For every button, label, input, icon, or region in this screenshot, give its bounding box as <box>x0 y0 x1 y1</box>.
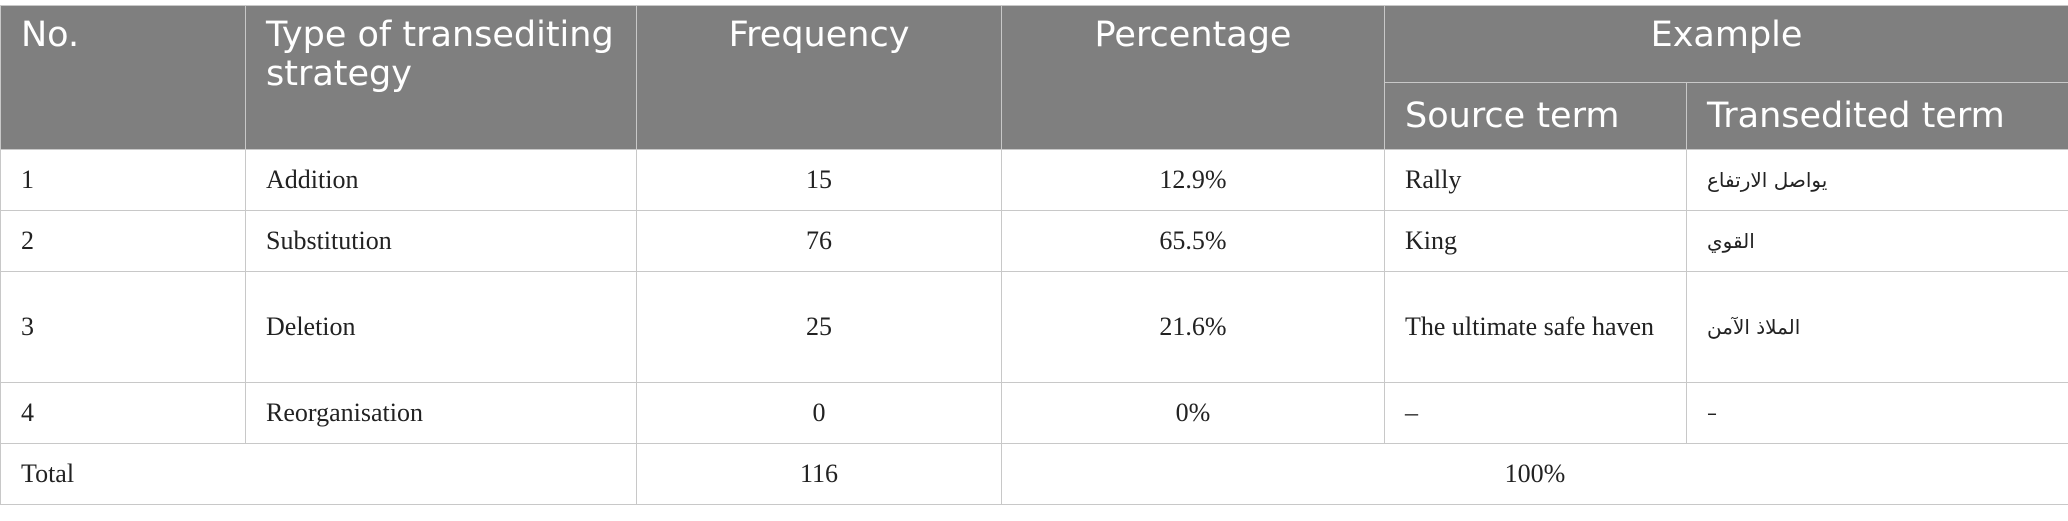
header-cell: Percentage <box>1002 6 1385 150</box>
row-number: 4 <box>1 383 246 444</box>
header-cell: Transedited term <box>1687 83 2068 150</box>
total-frequency: 116 <box>637 444 1002 505</box>
source-term: The ultimate safe haven <box>1385 272 1687 383</box>
header-cell: Example <box>1385 6 2068 83</box>
header-row: No. Type of transediting strategy Freque… <box>1 6 2068 83</box>
transedited-term: القوي <box>1687 211 2068 272</box>
percentage: 65.5% <box>1002 211 1385 272</box>
percentage: 0% <box>1002 383 1385 444</box>
strategy: Reorganisation <box>246 383 637 444</box>
row-number: 3 <box>1 272 246 383</box>
page: No. Type of transediting strategy Freque… <box>0 5 2068 521</box>
total-percentage: 100% <box>1002 444 2068 505</box>
percentage: 12.9% <box>1002 150 1385 211</box>
total-row: Total 116 100% <box>1 444 2068 505</box>
percentage: 21.6% <box>1002 272 1385 383</box>
header-cell: Frequency <box>637 6 1002 150</box>
data-table: No. Type of transediting strategy Freque… <box>0 5 2068 505</box>
strategy: Substitution <box>246 211 637 272</box>
header-cell: Type of transediting strategy <box>246 6 637 150</box>
frequency: 15 <box>637 150 1002 211</box>
strategy: Addition <box>246 150 637 211</box>
row-number: 2 <box>1 211 246 272</box>
strategy: Deletion <box>246 272 637 383</box>
transedited-term: الملاذ الآمن <box>1687 272 2068 383</box>
header-cell: No. <box>1 6 246 150</box>
header-cell: Source term <box>1385 83 1687 150</box>
source-term: King <box>1385 211 1687 272</box>
transedited-term: – <box>1687 383 2068 444</box>
source-term: – <box>1385 383 1687 444</box>
source-term: Rally <box>1385 150 1687 211</box>
frequency: 0 <box>637 383 1002 444</box>
total-label: Total <box>1 444 637 505</box>
frequency: 25 <box>637 272 1002 383</box>
frequency: 76 <box>637 211 1002 272</box>
row-number: 1 <box>1 150 246 211</box>
transedited-term: يواصل الارتفاع <box>1687 150 2068 211</box>
